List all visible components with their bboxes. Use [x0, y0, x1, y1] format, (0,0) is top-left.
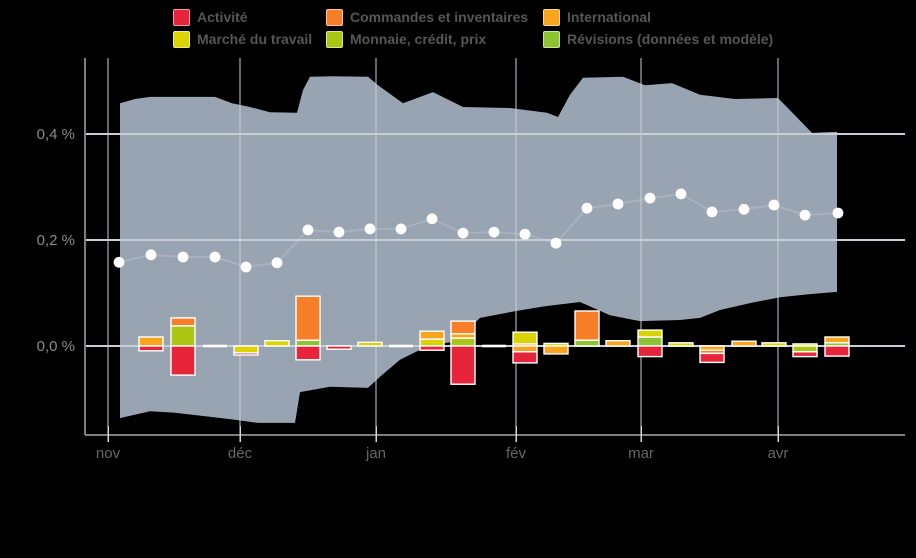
news-bar-segment-commandes: [295, 295, 321, 341]
news-bar-segment-activite: [295, 345, 321, 361]
uncertainty-band: [120, 76, 837, 423]
estimate-dot: [706, 206, 718, 218]
estimate-dot: [550, 237, 562, 249]
news-bar-segment-activite: [138, 345, 164, 352]
estimate-dot: [145, 249, 157, 261]
x-axis-label: jan: [365, 445, 386, 462]
news-bar-segment-activite: [419, 345, 445, 351]
x-axis-label: nov: [96, 445, 121, 462]
news-bar-segment-marche: [233, 345, 259, 354]
legend-swatch-icon: [173, 8, 190, 26]
estimate-dot: [457, 227, 469, 239]
estimate-dot: [333, 226, 345, 238]
zero-news-dash: [203, 344, 227, 348]
news-bar-segment-revisions: [295, 339, 321, 347]
legend-item-monnaie: Monnaie, crédit, prix: [326, 30, 528, 48]
legend-item-commandes: Commandes et inventaires: [326, 8, 529, 26]
legend-label: Marché du travail: [197, 31, 313, 47]
news-bar-segment-revisions: [637, 336, 663, 347]
estimate-dot: [177, 251, 189, 263]
estimate-dot: [675, 188, 687, 200]
legend-swatch-icon: [326, 8, 343, 26]
news-bar-segment-marche: [357, 341, 383, 347]
news-bar-segment-marche: [637, 329, 663, 338]
news-bar-segment-international: [605, 340, 631, 347]
estimate-dot: [426, 213, 438, 225]
legend-column: Commandes et inventaires Monnaie, crédit,…: [326, 8, 529, 48]
chart-legend: Activité Marché du travail Commandes et in…: [0, 0, 916, 56]
legend-swatch-icon: [543, 30, 560, 48]
estimate-dot: [738, 203, 750, 215]
news-bar-segment-activite: [512, 351, 538, 364]
news-bar-segment-monnaie: [450, 337, 476, 347]
news-bar-segment-activite: [792, 351, 818, 358]
news-bar-segment-international: [731, 340, 757, 347]
news-bar-segment-international: [824, 336, 850, 344]
zero-news-dash: [482, 344, 506, 348]
legend-item-revisions: Révisions (données et modèle): [543, 30, 774, 48]
news-bar-segment-commandes: [170, 317, 196, 327]
news-bar-segment-activite: [824, 345, 850, 357]
news-bar-segment-international: [543, 345, 569, 355]
news-bar-segment-activite: [450, 345, 476, 385]
estimate-dot: [395, 223, 407, 235]
news-bar-segment-commandes: [450, 320, 476, 335]
estimate-dot: [581, 202, 593, 214]
news-bar-segment-monnaie: [792, 345, 818, 353]
legend-swatch-icon: [173, 30, 190, 48]
x-axis-label: fév: [506, 445, 527, 462]
legend-label: Activité: [197, 9, 248, 25]
legend-swatch-icon: [326, 30, 343, 48]
news-bar-segment-activite: [699, 352, 725, 364]
y-axis-label: 0,0 %: [37, 338, 75, 355]
estimate-dot: [364, 223, 376, 235]
legend-item-marche: Marché du travail: [173, 30, 313, 48]
legend-label: International: [567, 9, 652, 25]
news-bar-segment-activite: [170, 345, 196, 376]
estimate-dot: [488, 226, 500, 238]
estimate-dot: [768, 199, 780, 211]
legend-label: Monnaie, crédit, prix: [350, 31, 487, 47]
x-axis-label: mar: [628, 445, 654, 462]
news-bar-segment-activite: [637, 345, 663, 358]
news-bar-segment-monnaie: [170, 325, 196, 347]
estimate-dot: [113, 256, 125, 268]
news-bar-segment-commandes: [574, 310, 600, 341]
estimate-dot: [644, 192, 656, 204]
legend-item-activite: Activité: [173, 8, 312, 26]
x-axis-label: déc: [228, 445, 253, 462]
estimate-dot: [519, 228, 531, 240]
news-bar-segment-marche: [668, 342, 694, 347]
y-axis-label: 0,4 %: [37, 126, 75, 143]
news-bar-segment-activite: [233, 352, 259, 356]
y-axis-label: 0,2 %: [37, 232, 75, 249]
legend-swatch-icon: [543, 8, 560, 26]
news-bar-segment-revisions: [574, 339, 600, 347]
news-bar-segment-international: [419, 330, 445, 340]
news-bar-segment-international: [138, 336, 164, 347]
news-bar-segment-marche: [761, 342, 787, 347]
legend-column: Activité Marché du travail: [173, 8, 313, 48]
news-bar-segment-international: [512, 345, 538, 353]
zero-news-dash: [389, 344, 413, 348]
estimate-dot: [612, 198, 624, 210]
news-bar-segment-activite: [326, 345, 352, 350]
x-axis-label: avr: [768, 445, 789, 462]
estimate-dot: [209, 251, 221, 263]
legend-label: Commandes et inventaires: [350, 9, 529, 25]
news-bar-segment-marche: [512, 331, 538, 345]
news-bar-segment-marche: [419, 338, 445, 347]
estimate-dot: [240, 261, 252, 273]
legend-column: International Révisions (données et modèl…: [543, 8, 774, 48]
estimate-dot: [271, 257, 283, 269]
estimate-dot: [799, 209, 811, 221]
estimate-dot: [302, 224, 314, 236]
news-bar-segment-marche: [264, 340, 290, 347]
legend-item-international: International: [543, 8, 773, 26]
legend-label: Révisions (données et modèle): [567, 31, 774, 47]
estimate-dot: [832, 207, 844, 219]
